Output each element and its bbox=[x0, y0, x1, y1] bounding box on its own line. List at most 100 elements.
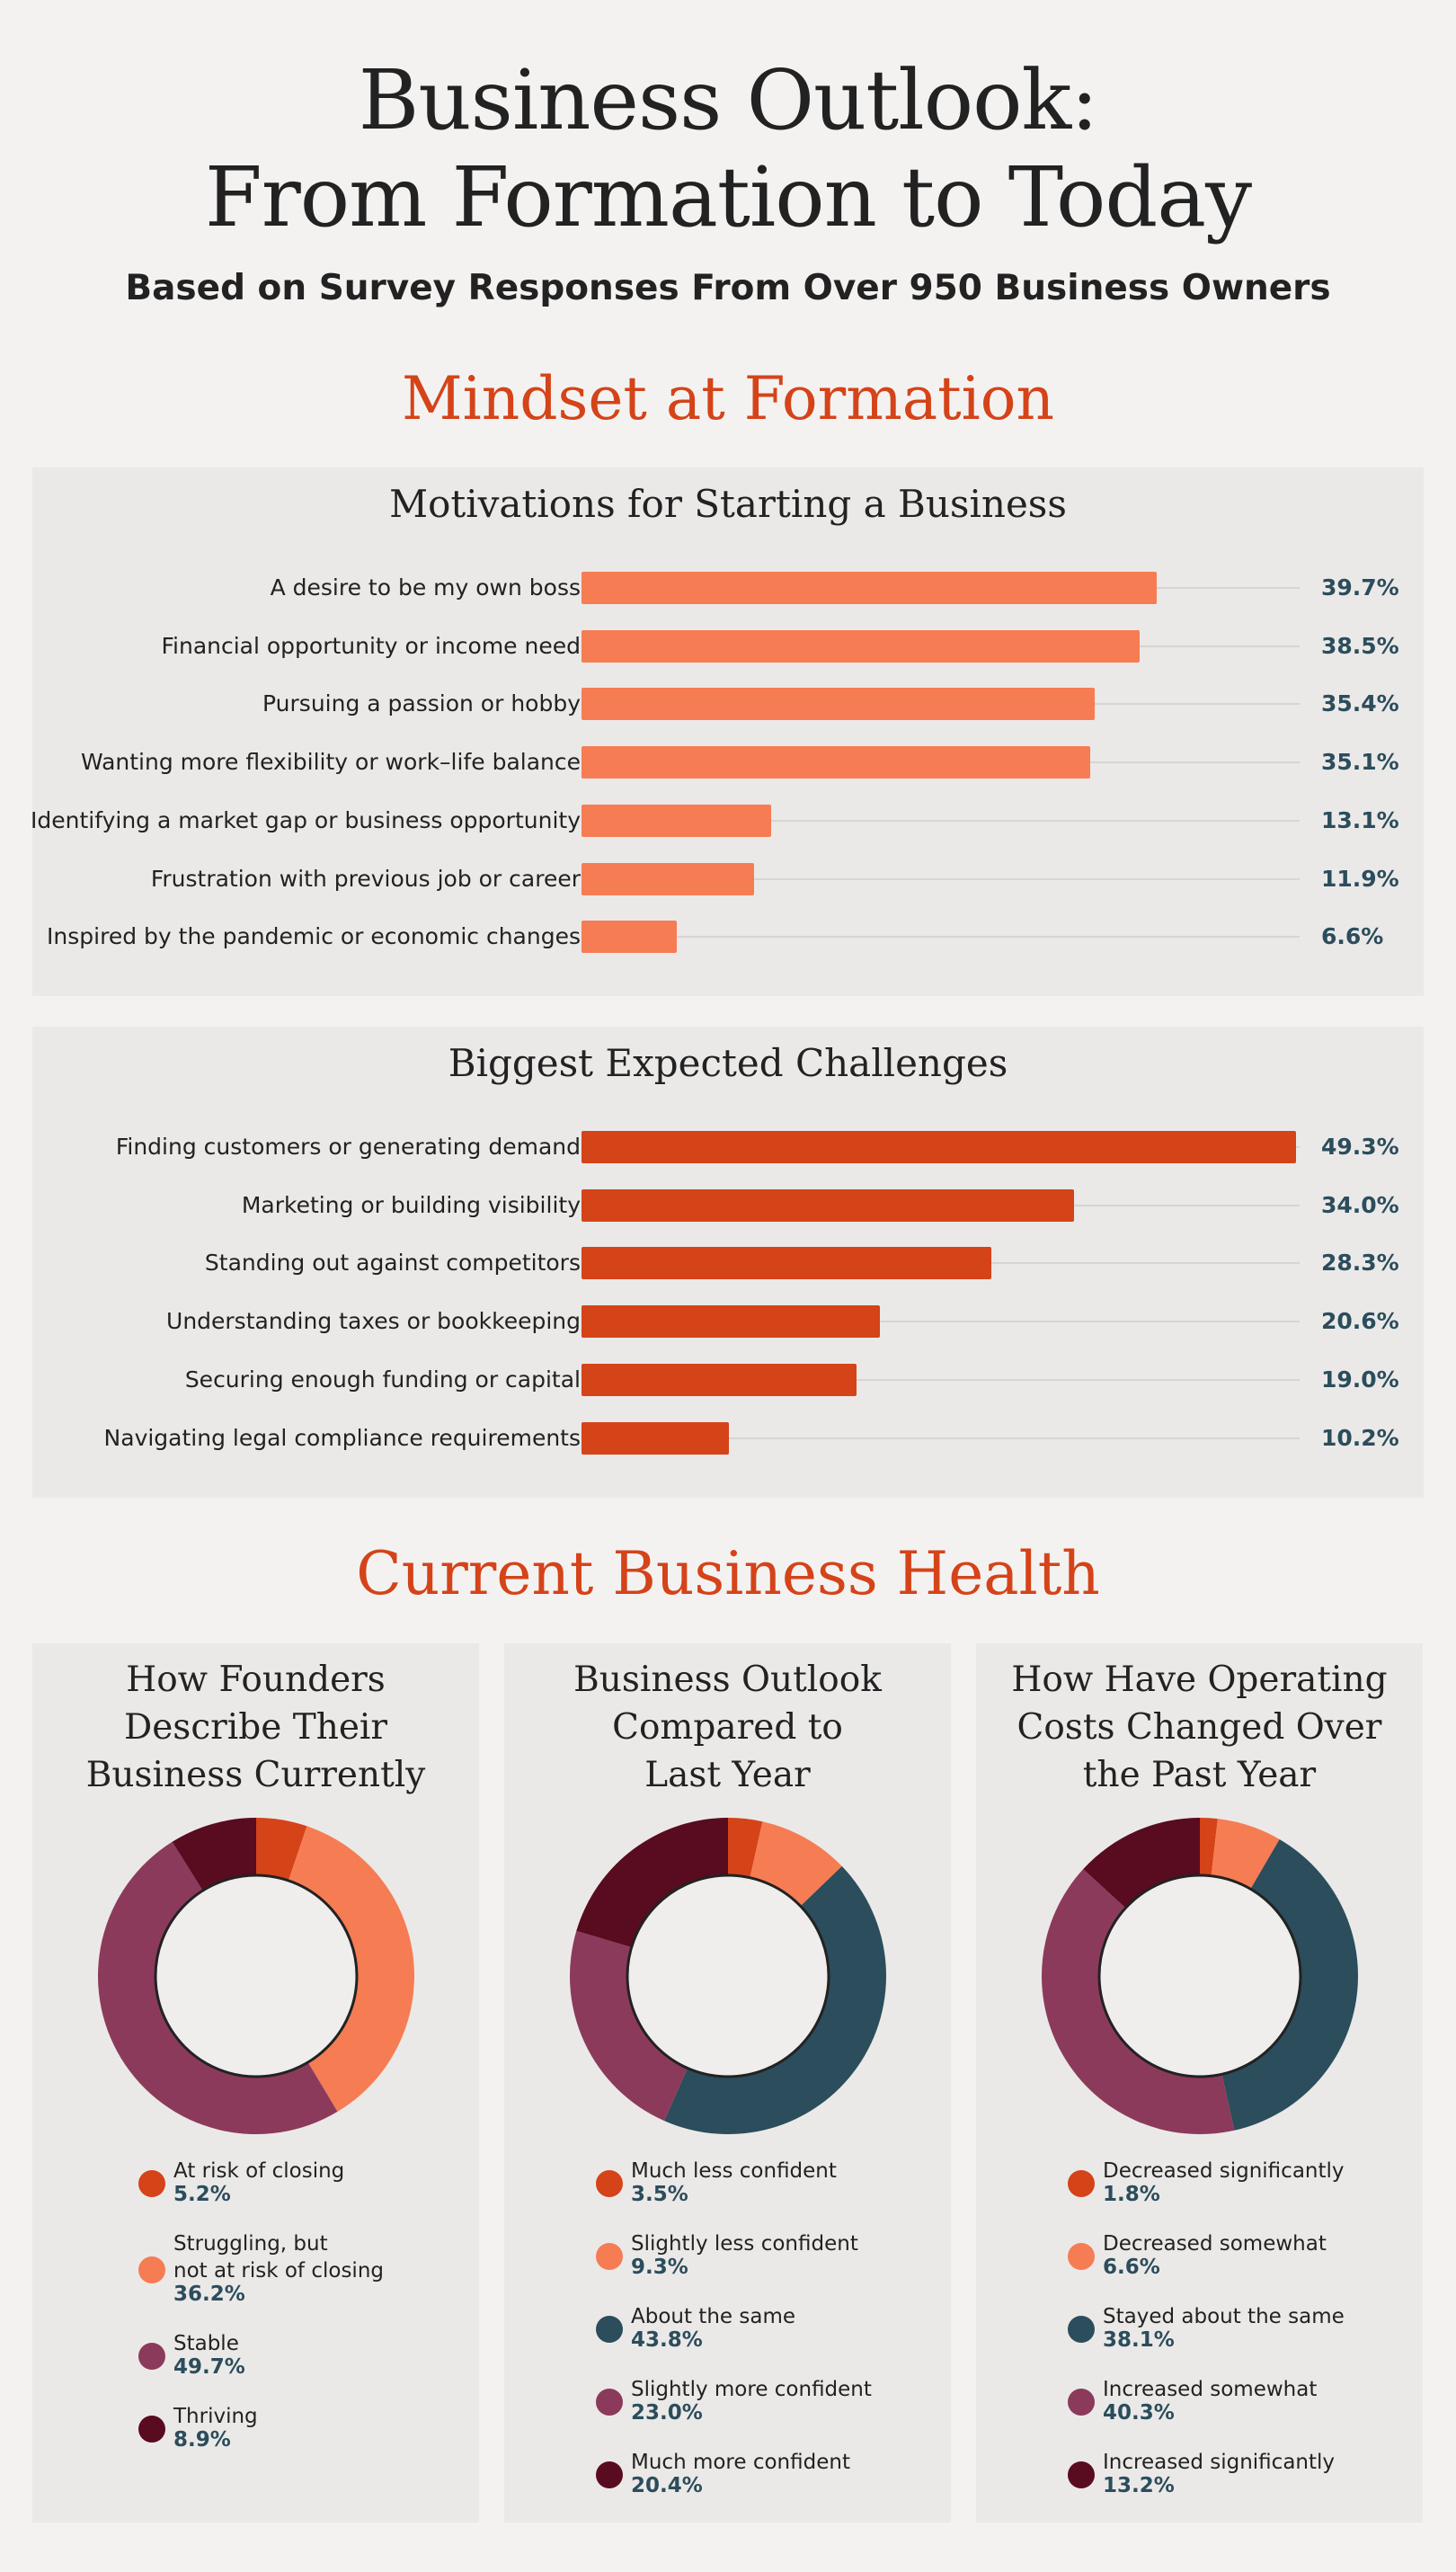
operating-costs-panel: How Have Operating Costs Changed Over th… bbox=[976, 1643, 1423, 2523]
business-outlook-legend-label: Slightly less confident bbox=[631, 2232, 858, 2256]
motivation-bar-label: Inspired by the pandemic or economic cha… bbox=[47, 923, 581, 950]
operating-costs-donut-slice bbox=[1221, 1838, 1358, 2131]
motivation-bar bbox=[582, 862, 754, 895]
challenge-bar-label: Finding customers or generating demand bbox=[115, 1134, 581, 1160]
operating-costs-donut-slice bbox=[1082, 1818, 1200, 1909]
motivation-bar-label: Financial opportunity or income need bbox=[161, 632, 581, 659]
challenge-bar bbox=[582, 1131, 1296, 1163]
operating-costs-legend-dot bbox=[1068, 2461, 1095, 2488]
business-outlook-legend-label: Much more confident bbox=[631, 2451, 850, 2474]
operating-costs-legend-value: 38.1% bbox=[1103, 2328, 1175, 2352]
founders-describe-donut-slice bbox=[97, 1841, 338, 2134]
operating-costs-legend-dot bbox=[1068, 2389, 1095, 2416]
motivation-bar-value: 39.7% bbox=[1321, 574, 1399, 601]
business-outlook-legend-dot bbox=[596, 2316, 623, 2343]
challenge-bar-value: 19.0% bbox=[1321, 1366, 1399, 1393]
page-title-line-2: From Formation to Today bbox=[204, 149, 1252, 245]
business-outlook-legend-value: 9.3% bbox=[631, 2256, 688, 2279]
business-outlook-donut-slice bbox=[569, 1930, 688, 2122]
business-outlook-legend-value: 43.8% bbox=[631, 2328, 703, 2352]
challenge-bar-value: 28.3% bbox=[1321, 1250, 1399, 1277]
business-outlook-donut-slice bbox=[727, 1818, 762, 1878]
operating-costs-donut-slice bbox=[1041, 1869, 1234, 2134]
founders-describe-legend-dot bbox=[138, 2416, 165, 2443]
business-outlook-legend-value: 3.5% bbox=[631, 2183, 688, 2206]
founders-describe-legend-dot bbox=[138, 2170, 165, 2197]
business-outlook-legend-value: 20.4% bbox=[631, 2474, 703, 2497]
business-outlook-legend-label: Much less confident bbox=[631, 2159, 837, 2183]
challenge-bar bbox=[582, 1188, 1075, 1222]
challenge-bar-gridline bbox=[582, 1437, 1300, 1439]
motivation-bar bbox=[582, 921, 678, 954]
motivation-bar bbox=[582, 804, 772, 837]
motivation-bar-label: A desire to be my own boss bbox=[270, 574, 581, 601]
operating-costs-legend-value: 40.3% bbox=[1103, 2401, 1175, 2425]
founders-describe-legend-label: Thriving bbox=[173, 2405, 258, 2428]
challenge-bar-value: 10.2% bbox=[1321, 1424, 1399, 1451]
motivation-bar-label: Wanting more flexibility or work–life ba… bbox=[80, 749, 581, 776]
founders-describe-legend-dot bbox=[138, 2256, 165, 2283]
motivation-bar-value: 35.4% bbox=[1321, 690, 1399, 717]
founders-describe-legend-value: 49.7% bbox=[173, 2355, 245, 2379]
founders-describe-legend-label: Struggling, but not at risk of closing bbox=[173, 2232, 384, 2283]
motivations-title: Motivations for Starting a Business bbox=[389, 482, 1067, 526]
founders-describe-legend-value: 36.2% bbox=[173, 2283, 245, 2306]
motivation-bar bbox=[582, 572, 1158, 604]
founders-describe-donut-slice bbox=[172, 1818, 256, 1891]
founders-describe-title: How Founders Describe Their Business Cur… bbox=[85, 1660, 426, 1795]
operating-costs-legend-value: 13.2% bbox=[1103, 2474, 1175, 2497]
founders-describe-donut-slice bbox=[255, 1818, 306, 1881]
motivation-bar-value: 13.1% bbox=[1321, 806, 1399, 833]
operating-costs-legend-label: Decreased significantly bbox=[1103, 2159, 1345, 2183]
business-outlook-donut-slice bbox=[575, 1818, 728, 1948]
challenge-bar-label: Securing enough funding or capital bbox=[184, 1366, 581, 1393]
business-outlook-legend-dot bbox=[596, 2461, 623, 2488]
operating-costs-legend-label: Decreased somewhat bbox=[1103, 2232, 1327, 2256]
challenge-bar-gridline bbox=[582, 1321, 1300, 1323]
founders-describe-legend-dot bbox=[138, 2343, 165, 2370]
operating-costs-donut-slice bbox=[1211, 1819, 1280, 1890]
challenge-bar-label: Marketing or building visibility bbox=[241, 1191, 581, 1218]
operating-costs-legend-label: Increased significantly bbox=[1103, 2451, 1336, 2474]
challenge-bar-label: Standing out against competitors bbox=[204, 1250, 581, 1277]
motivation-bar-value: 35.1% bbox=[1321, 749, 1399, 776]
page-subtitle: Based on Survey Responses From Over 950 … bbox=[125, 268, 1331, 308]
challenge-bar-value: 20.6% bbox=[1321, 1308, 1399, 1335]
operating-costs-donut-slice bbox=[1199, 1818, 1218, 1876]
founders-describe-legend-label: At risk of closing bbox=[173, 2159, 345, 2183]
business-outlook-legend-dot bbox=[596, 2170, 623, 2197]
motivation-bar-value: 6.6% bbox=[1321, 923, 1384, 950]
business-outlook-legend-value: 23.0% bbox=[631, 2401, 703, 2425]
business-outlook-donut-chart bbox=[569, 1818, 886, 2134]
motivations-panel: Motivations for Starting a Business A de… bbox=[31, 467, 1424, 996]
motivation-bar bbox=[582, 629, 1140, 663]
motivation-bar-gridline bbox=[582, 819, 1300, 822]
founders-describe-panel: How Founders Describe Their Business Cur… bbox=[32, 1643, 479, 2523]
page-title: Business Outlook: From Formation to Toda… bbox=[0, 52, 1456, 246]
challenge-bar bbox=[582, 1363, 857, 1396]
motivation-bar-label: Pursuing a passion or hobby bbox=[262, 690, 581, 717]
business-outlook-legend-label: Slightly more confident bbox=[631, 2378, 872, 2401]
operating-costs-legend-dot bbox=[1068, 2243, 1095, 2270]
challenge-bar-gridline bbox=[582, 1378, 1300, 1381]
challenge-bar-label: Navigating legal compliance requirements bbox=[103, 1424, 581, 1451]
section-title-health: Current Business Health bbox=[356, 1539, 1100, 1608]
challenge-bar bbox=[582, 1305, 881, 1339]
business-outlook-donut-hole bbox=[626, 1873, 830, 2078]
business-outlook-legend-dot bbox=[596, 2389, 623, 2416]
challenge-bar bbox=[582, 1421, 730, 1455]
motivation-bar-label: Identifying a market gap or business opp… bbox=[31, 806, 581, 833]
founders-describe-legend-value: 8.9% bbox=[173, 2428, 231, 2452]
operating-costs-legend-label: Increased somewhat bbox=[1103, 2378, 1318, 2401]
operating-costs-legend-label: Stayed about the same bbox=[1103, 2305, 1345, 2328]
founders-describe-legend-label: Stable bbox=[173, 2332, 239, 2355]
motivation-bar-value: 11.9% bbox=[1321, 865, 1399, 892]
challenge-bar bbox=[582, 1247, 992, 1280]
operating-costs-legend-dot bbox=[1068, 2170, 1095, 2197]
operating-costs-legend-value: 6.6% bbox=[1103, 2256, 1160, 2279]
motivation-bar-gridline bbox=[582, 936, 1300, 939]
motivation-bar-value: 38.5% bbox=[1321, 632, 1399, 659]
business-outlook-legend-dot bbox=[596, 2243, 623, 2270]
challenge-bar-label: Understanding taxes or bookkeeping bbox=[166, 1308, 581, 1335]
business-outlook-donut-slice bbox=[663, 1865, 886, 2134]
